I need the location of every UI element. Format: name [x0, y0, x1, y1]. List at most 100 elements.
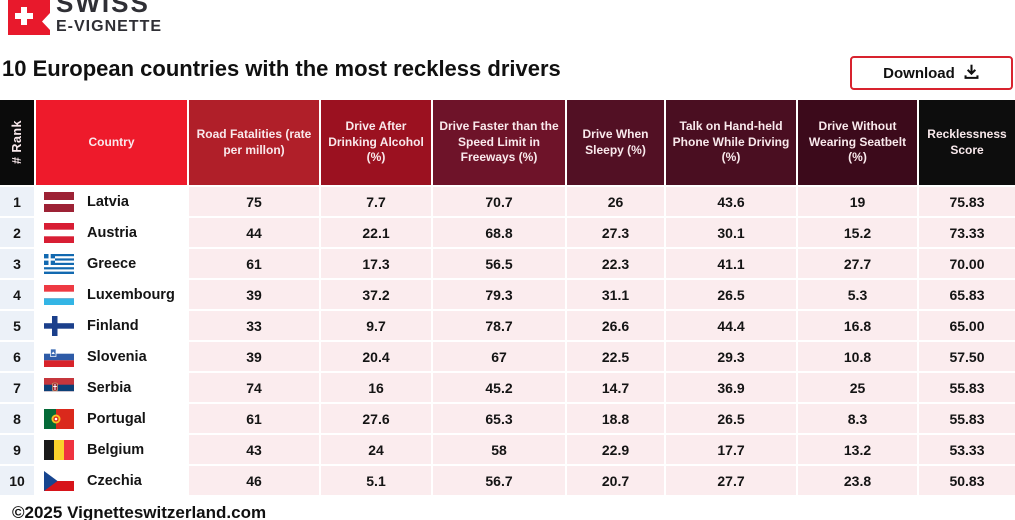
- rank-cell: 3: [0, 249, 34, 278]
- rank-cell: 7: [0, 373, 34, 402]
- value-cell-fatalities: 39: [189, 342, 319, 371]
- country-cell-serbia: Serbia: [36, 373, 187, 402]
- value-cell-sleepy: 22.9: [567, 435, 664, 464]
- column-header-rank: # Rank: [0, 100, 34, 185]
- value-cell-alcohol: 7.7: [321, 187, 431, 216]
- value-cell-phone: 36.9: [666, 373, 796, 402]
- value-cell-alcohol: 27.6: [321, 404, 431, 433]
- value-cell-speed: 56.7: [433, 466, 565, 495]
- value-cell-alcohol: 17.3: [321, 249, 431, 278]
- value-cell-speed: 68.8: [433, 218, 565, 247]
- at-flag-icon: [44, 222, 74, 243]
- value-cell-score: 75.83: [919, 187, 1015, 216]
- value-cell-seatbelt: 5.3: [798, 280, 917, 309]
- value-cell-fatalities: 44: [189, 218, 319, 247]
- value-cell-score: 57.50: [919, 342, 1015, 371]
- value-cell-fatalities: 39: [189, 280, 319, 309]
- country-name: Finland: [87, 317, 139, 334]
- value-cell-sleepy: 18.8: [567, 404, 664, 433]
- copyright-text: ©2025 Vignetteswitzerland.com: [12, 503, 267, 520]
- country-cell-austria: Austria: [36, 218, 187, 247]
- swiss-flag-badge-icon: [8, 0, 50, 40]
- value-cell-alcohol: 20.4: [321, 342, 431, 371]
- value-cell-seatbelt: 19: [798, 187, 917, 216]
- value-cell-phone: 43.6: [666, 187, 796, 216]
- value-cell-score: 70.00: [919, 249, 1015, 278]
- value-cell-phone: 44.4: [666, 311, 796, 340]
- country-cell-latvia: Latvia: [36, 187, 187, 216]
- value-cell-alcohol: 5.1: [321, 466, 431, 495]
- country-name: Luxembourg: [87, 286, 175, 303]
- value-cell-score: 65.00: [919, 311, 1015, 340]
- value-cell-sleepy: 27.3: [567, 218, 664, 247]
- brand-name-line1: SWISS: [56, 0, 150, 18]
- value-cell-score: 65.83: [919, 280, 1015, 309]
- value-cell-speed: 58: [433, 435, 565, 464]
- value-cell-score: 55.83: [919, 404, 1015, 433]
- country-cell-greece: Greece: [36, 249, 187, 278]
- rank-cell: 6: [0, 342, 34, 371]
- country-cell-finland: Finland: [36, 311, 187, 340]
- country-cell-belgium: Belgium: [36, 435, 187, 464]
- value-cell-seatbelt: 27.7: [798, 249, 917, 278]
- value-cell-speed: 70.7: [433, 187, 565, 216]
- country-name: Slovenia: [87, 348, 147, 365]
- value-cell-phone: 17.7: [666, 435, 796, 464]
- country-name: Serbia: [87, 379, 132, 396]
- rank-cell: 10: [0, 466, 34, 495]
- cz-flag-icon: [44, 470, 74, 491]
- download-icon: [963, 63, 980, 84]
- lu-flag-icon: [44, 284, 74, 305]
- value-cell-alcohol: 16: [321, 373, 431, 402]
- value-cell-seatbelt: 13.2: [798, 435, 917, 464]
- rank-cell: 1: [0, 187, 34, 216]
- column-header-seatbelt: Drive Without Wearing Seatbelt (%): [798, 100, 917, 185]
- reckless-drivers-table: # Rank Country Road Fatalities (rate per m…: [0, 100, 1015, 495]
- page-title: 10 European countries with the most reck…: [2, 56, 561, 81]
- value-cell-phone: 27.7: [666, 466, 796, 495]
- value-cell-fatalities: 61: [189, 404, 319, 433]
- value-cell-speed: 65.3: [433, 404, 565, 433]
- value-cell-score: 50.83: [919, 466, 1015, 495]
- rank-cell: 2: [0, 218, 34, 247]
- value-cell-seatbelt: 16.8: [798, 311, 917, 340]
- gr-flag-icon: [44, 253, 74, 274]
- country-name: Czechia: [87, 472, 142, 489]
- value-cell-speed: 45.2: [433, 373, 565, 402]
- value-cell-speed: 67: [433, 342, 565, 371]
- value-cell-alcohol: 9.7: [321, 311, 431, 340]
- brand-name: SWISS E-VIGNETTE: [56, 0, 162, 35]
- pt-flag-icon: [44, 408, 74, 429]
- download-button[interactable]: Download: [850, 56, 1013, 90]
- value-cell-sleepy: 31.1: [567, 280, 664, 309]
- value-cell-score: 53.33: [919, 435, 1015, 464]
- country-cell-slovenia: Slovenia: [36, 342, 187, 371]
- rank-cell: 5: [0, 311, 34, 340]
- value-cell-fatalities: 43: [189, 435, 319, 464]
- value-cell-phone: 30.1: [666, 218, 796, 247]
- country-name: Belgium: [87, 441, 145, 458]
- value-cell-seatbelt: 25: [798, 373, 917, 402]
- value-cell-fatalities: 46: [189, 466, 319, 495]
- value-cell-speed: 79.3: [433, 280, 565, 309]
- value-cell-alcohol: 22.1: [321, 218, 431, 247]
- lv-flag-icon: [44, 191, 74, 212]
- value-cell-fatalities: 33: [189, 311, 319, 340]
- country-name: Greece: [87, 255, 137, 272]
- column-header-score: Recklessness Score: [919, 100, 1015, 185]
- column-header-alcohol: Drive After Drinking Alcohol (%): [321, 100, 431, 185]
- column-header-sleepy: Drive When Sleepy (%): [567, 100, 664, 185]
- value-cell-sleepy: 22.3: [567, 249, 664, 278]
- value-cell-seatbelt: 8.3: [798, 404, 917, 433]
- value-cell-seatbelt: 23.8: [798, 466, 917, 495]
- value-cell-speed: 78.7: [433, 311, 565, 340]
- be-flag-icon: [44, 439, 74, 460]
- value-cell-sleepy: 26.6: [567, 311, 664, 340]
- value-cell-alcohol: 24: [321, 435, 431, 464]
- value-cell-sleepy: 22.5: [567, 342, 664, 371]
- fi-flag-icon: [44, 315, 74, 336]
- value-cell-sleepy: 26: [567, 187, 664, 216]
- rank-cell: 9: [0, 435, 34, 464]
- country-name: Portugal: [87, 410, 146, 427]
